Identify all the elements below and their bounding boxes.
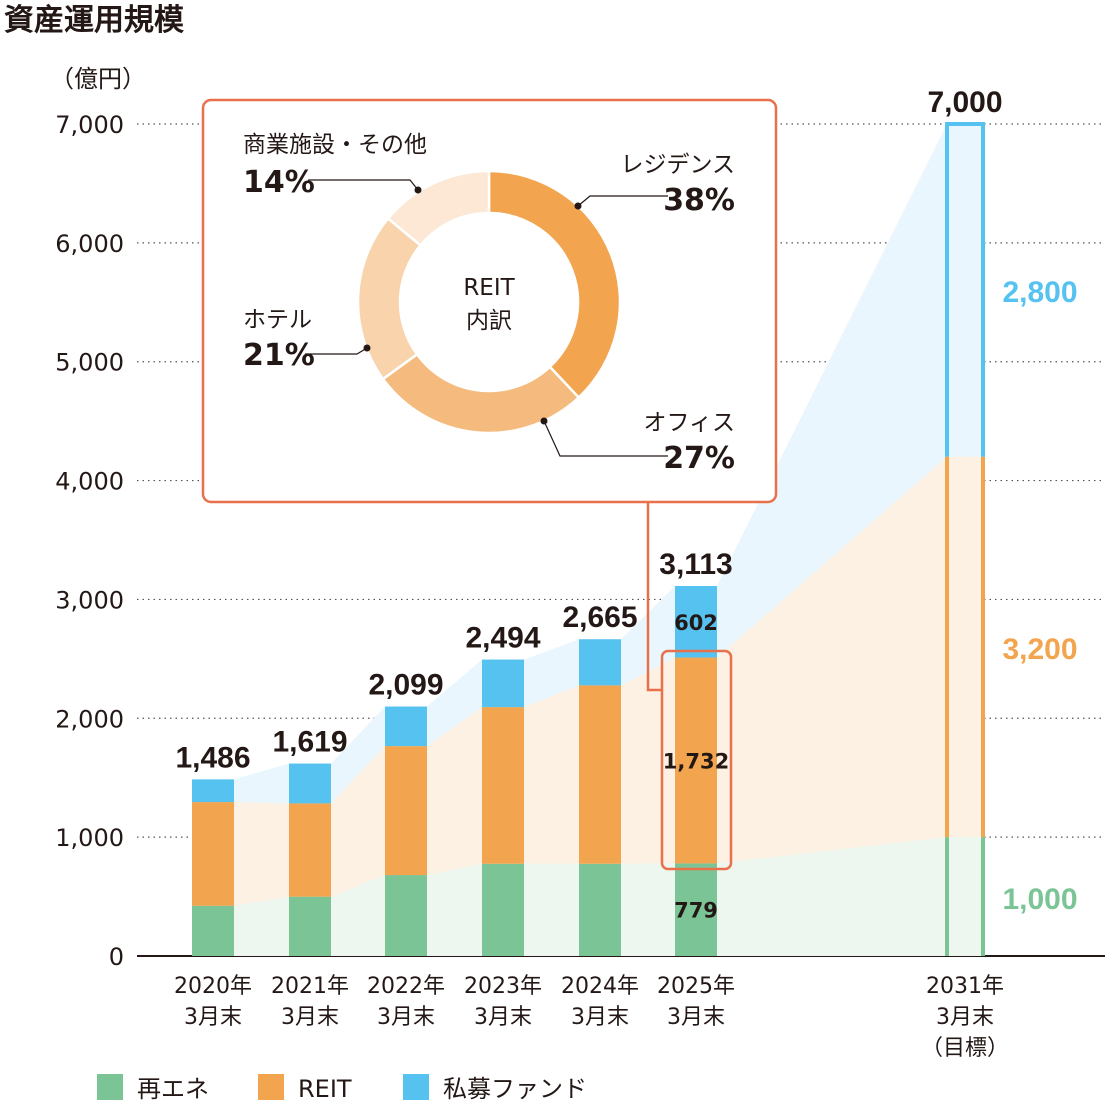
slice-percent: 38% bbox=[663, 183, 735, 218]
bar-segment bbox=[289, 896, 331, 956]
total-label: 7,000 bbox=[927, 86, 1002, 119]
target-segment-label: 1,000 bbox=[1002, 883, 1077, 916]
bar-segment bbox=[482, 707, 524, 864]
x-category-label: 3月末 bbox=[474, 1005, 532, 1030]
segment-value-label: 602 bbox=[674, 611, 718, 635]
bar-segment bbox=[579, 863, 621, 956]
slice-leader-dot bbox=[414, 186, 422, 194]
slice-percent: 14% bbox=[243, 165, 315, 200]
bar-segment bbox=[289, 763, 331, 804]
reit-breakdown-inset: REIT 内訳 レジデンス 38% オフィス 27% ホテル 21% 商業施設・その他 14% bbox=[201, 98, 778, 871]
total-label: 2,494 bbox=[465, 622, 540, 655]
reit-breakdown-box bbox=[201, 98, 778, 504]
x-category-label: 2025年 bbox=[657, 974, 735, 999]
x-category-label: 3月末 bbox=[936, 1005, 994, 1030]
slice-leader-dot bbox=[574, 202, 582, 210]
slice-leader-line bbox=[577, 195, 668, 207]
donut-slice bbox=[386, 169, 491, 248]
slice-label: レジデンス bbox=[620, 152, 735, 178]
legend-label: 再エネ bbox=[137, 1075, 209, 1101]
total-label: 2,099 bbox=[368, 669, 443, 702]
x-category-label: 2020年 bbox=[174, 974, 252, 999]
slice-percent: 21% bbox=[243, 338, 315, 373]
y-tick-label: 1,000 bbox=[55, 824, 124, 852]
bar-segment bbox=[289, 803, 331, 897]
bar-segment bbox=[482, 659, 524, 708]
y-axis-label: （億円） bbox=[50, 65, 146, 93]
slice-leader-dot bbox=[363, 344, 371, 352]
total-label: 1,486 bbox=[175, 741, 250, 774]
y-tick-label: 7,000 bbox=[55, 111, 124, 139]
legend: 再エネ REIT 私募ファンド bbox=[97, 1074, 587, 1101]
total-label: 3,113 bbox=[659, 548, 732, 581]
total-label: 1,619 bbox=[272, 726, 347, 759]
x-category-label: 2021年 bbox=[271, 974, 349, 999]
bar-segment bbox=[579, 639, 621, 686]
x-category-label: 3月末 bbox=[571, 1005, 629, 1030]
bar-segment bbox=[675, 863, 717, 956]
bar-segment bbox=[192, 779, 234, 803]
x-category-label: （目標） bbox=[921, 1036, 1009, 1061]
target-segment-label: 3,200 bbox=[1002, 633, 1077, 666]
target-segment-label: 2,800 bbox=[1002, 276, 1077, 309]
slice-leader-line bbox=[305, 347, 368, 355]
y-tick-label: 4,000 bbox=[55, 468, 124, 496]
reit-highlight-box bbox=[660, 649, 733, 871]
segment-value-label: 1,732 bbox=[663, 749, 729, 773]
bar-segment bbox=[482, 863, 524, 956]
bar-segment bbox=[385, 875, 427, 956]
bar-segment bbox=[675, 585, 717, 658]
bar-segment bbox=[675, 657, 717, 864]
bar-segment bbox=[192, 802, 234, 906]
legend-label: REIT bbox=[298, 1075, 352, 1101]
x-category-label: 2022年 bbox=[367, 974, 445, 999]
donut-center-label: 内訳 bbox=[466, 308, 512, 334]
slice-leader-line bbox=[308, 179, 419, 191]
slice-percent: 27% bbox=[663, 441, 735, 476]
bar-segment bbox=[385, 746, 427, 876]
slice-label: オフィス bbox=[643, 410, 735, 436]
slice-leader-dot bbox=[540, 417, 548, 425]
x-category-label: 2024年 bbox=[561, 974, 639, 999]
legend-swatch bbox=[258, 1074, 284, 1100]
legend-label: 私募ファンド bbox=[443, 1075, 587, 1101]
x-category-label: 3月末 bbox=[281, 1005, 339, 1030]
bars-group bbox=[192, 122, 985, 956]
x-category-label: 2031年 bbox=[926, 974, 1004, 999]
legend-swatch bbox=[97, 1074, 123, 1100]
bar-segment bbox=[192, 905, 234, 956]
x-category-label: 2023年 bbox=[464, 974, 542, 999]
donut-center-label: REIT bbox=[463, 275, 515, 301]
slice-label: 商業施設・その他 bbox=[243, 132, 427, 158]
y-tick-label: 5,000 bbox=[55, 349, 124, 377]
labels-group: 1,486 1,619 2,099 2,494 2,665 3,113 7,000 779 1,… bbox=[174, 86, 1078, 1061]
y-tick-label: 3,000 bbox=[55, 586, 124, 614]
x-category-label: 3月末 bbox=[667, 1005, 725, 1030]
legend-swatch bbox=[403, 1074, 429, 1100]
y-tick-label: 6,000 bbox=[55, 230, 124, 258]
x-category-label: 3月末 bbox=[377, 1005, 435, 1030]
y-tick-label: 2,000 bbox=[55, 705, 124, 733]
x-category-label: 3月末 bbox=[184, 1005, 242, 1030]
slice-label: ホテル bbox=[243, 307, 312, 333]
total-label: 2,665 bbox=[562, 601, 637, 634]
callout-connector bbox=[646, 502, 662, 692]
segment-value-label: 779 bbox=[674, 899, 718, 923]
bar-segment bbox=[579, 685, 621, 864]
y-tick-label: 0 bbox=[109, 943, 124, 971]
bar-segment bbox=[385, 706, 427, 747]
chart-title: 資産運用規模 bbox=[4, 3, 184, 38]
slice-leader-line bbox=[543, 420, 668, 457]
